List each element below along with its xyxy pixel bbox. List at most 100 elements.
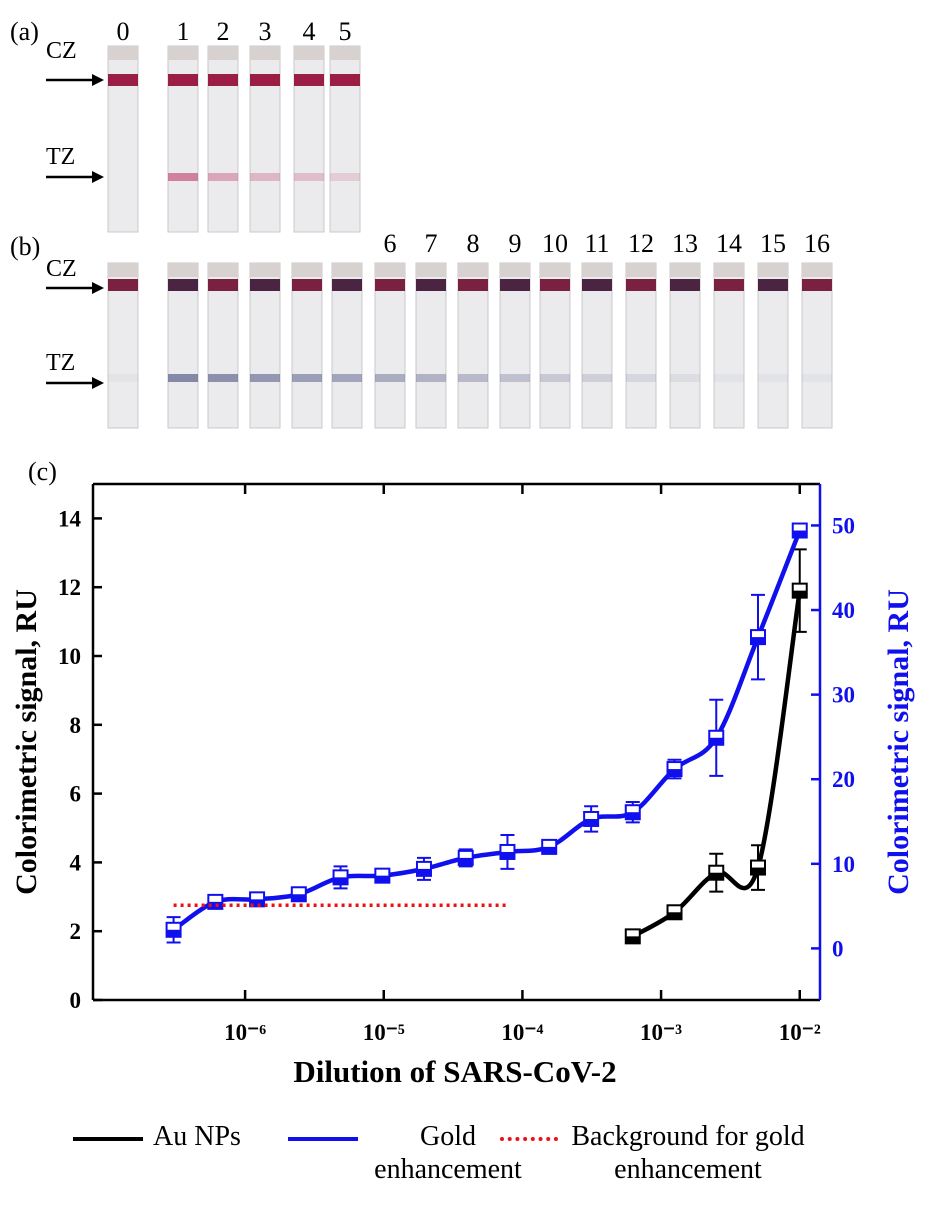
- lane-label: 16: [804, 229, 830, 258]
- strip-cap: [802, 263, 832, 277]
- test-line: [500, 374, 530, 382]
- test-line: [250, 173, 280, 181]
- y2-tick-label: 20: [832, 767, 855, 792]
- marker-fill: [625, 812, 640, 820]
- strip: [249, 45, 281, 233]
- control-line: [758, 279, 788, 291]
- legend-item: Background for gold enhancement: [500, 1120, 808, 1186]
- y2-tick-label: 30: [832, 683, 855, 708]
- lane-label: 0: [117, 17, 130, 46]
- y-tick-label: 0: [70, 988, 82, 1013]
- marker-fill: [208, 901, 223, 909]
- strip-cap: [416, 263, 446, 277]
- lane-label: 6: [384, 229, 397, 258]
- control-line: [168, 279, 198, 291]
- series-line: [172, 529, 802, 932]
- y-tick-label: 8: [70, 713, 82, 738]
- marker-fill: [709, 737, 724, 745]
- arrow-head: [92, 377, 104, 389]
- y-tick-label: 6: [70, 782, 82, 807]
- test-line: [626, 374, 656, 382]
- lane-label: 9: [509, 229, 522, 258]
- strip-cap: [540, 263, 570, 277]
- test-line: [294, 173, 324, 181]
- y2-axis-title: Colorimetric signal, RU: [882, 589, 915, 895]
- test-line: [208, 374, 238, 382]
- legend-swatch: [288, 1137, 358, 1141]
- lane-label: 13: [672, 229, 698, 258]
- strip: [167, 45, 199, 233]
- marker-fill: [333, 877, 348, 885]
- test-line: [332, 374, 362, 382]
- marker-fill: [458, 857, 473, 865]
- legend-label: Background for gold enhancement: [571, 1121, 805, 1185]
- legend-label: Au NPs: [153, 1121, 241, 1152]
- strip-cap: [108, 263, 138, 277]
- strip-cap: [292, 263, 322, 277]
- panel-label: (c): [28, 457, 57, 486]
- strip-cap: [582, 263, 612, 277]
- marker-fill: [542, 846, 557, 854]
- lane-label: 11: [584, 229, 609, 258]
- strip-cap: [168, 46, 198, 60]
- marker-fill: [750, 867, 765, 875]
- control-line: [330, 74, 360, 86]
- control-line: [208, 74, 238, 86]
- legend-label: Gold enhancement: [374, 1121, 522, 1185]
- y2-tick-label: 0: [832, 936, 844, 961]
- marker-fill: [375, 875, 390, 883]
- zone-label: TZ: [46, 144, 75, 170]
- x-tick-label: 10⁻⁶: [224, 1020, 266, 1045]
- test-line: [330, 173, 360, 181]
- strip-cap: [714, 263, 744, 277]
- strip: [329, 45, 361, 233]
- marker-fill: [584, 818, 599, 826]
- zone-label: CZ: [46, 38, 77, 64]
- control-line: [802, 279, 832, 291]
- lane-label: 1: [177, 17, 190, 46]
- test-line: [292, 374, 322, 382]
- control-line: [108, 74, 138, 86]
- strip-cap: [332, 263, 362, 277]
- marker-fill: [625, 936, 640, 944]
- y-tick-label: 10: [58, 644, 81, 669]
- control-line: [208, 279, 238, 291]
- y-tick-label: 2: [70, 919, 82, 944]
- test-line: [168, 173, 198, 181]
- test-line: [670, 374, 700, 382]
- y2-tick-label: 40: [832, 598, 855, 623]
- strip-cap: [208, 46, 238, 60]
- marker-fill: [792, 530, 807, 538]
- strip-cap: [250, 263, 280, 277]
- marker-fill: [750, 637, 765, 645]
- test-line: [802, 374, 832, 382]
- legend-item: Gold enhancement: [288, 1120, 528, 1186]
- control-line: [294, 74, 324, 86]
- test-line: [168, 374, 198, 382]
- test-line: [758, 374, 788, 382]
- zone-label: CZ: [46, 256, 77, 282]
- test-line: [375, 374, 405, 382]
- x-tick-label: 10⁻³: [640, 1020, 682, 1045]
- zone-label: TZ: [46, 350, 75, 376]
- legend-item: Au NPs: [73, 1120, 241, 1153]
- lane-label: 2: [217, 17, 230, 46]
- y-tick-label: 4: [70, 850, 82, 875]
- arrow-head: [92, 282, 104, 294]
- x-axis-title: Dilution of SARS-CoV-2: [293, 1054, 616, 1089]
- control-line: [108, 279, 138, 291]
- legend-swatch: [500, 1137, 558, 1141]
- strip: [207, 45, 239, 233]
- strip-cap: [626, 263, 656, 277]
- lane-label: 5: [339, 17, 352, 46]
- control-line: [582, 279, 612, 291]
- control-line: [540, 279, 570, 291]
- control-line: [416, 279, 446, 291]
- strip-cap: [670, 263, 700, 277]
- lane-label: 12: [628, 229, 654, 258]
- lane-label: 14: [716, 229, 742, 258]
- lane-label: 10: [542, 229, 568, 258]
- panel-label: (a): [10, 17, 39, 46]
- marker-fill: [291, 894, 306, 902]
